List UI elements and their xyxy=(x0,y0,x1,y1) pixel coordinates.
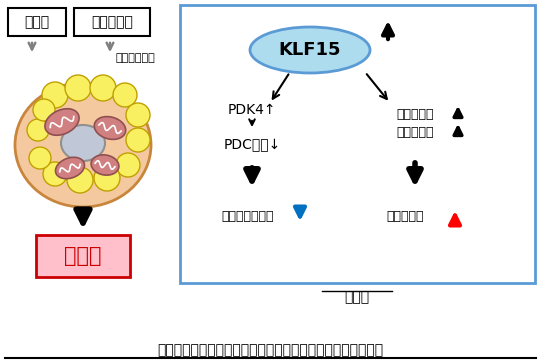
Circle shape xyxy=(90,75,116,101)
Circle shape xyxy=(67,167,93,193)
Text: 脂肪酸酸化: 脂肪酸酸化 xyxy=(396,109,434,122)
Text: PDK4↑: PDK4↑ xyxy=(228,103,276,117)
Text: KLF15: KLF15 xyxy=(279,41,341,59)
Circle shape xyxy=(65,75,91,101)
Ellipse shape xyxy=(15,83,151,207)
Circle shape xyxy=(94,165,120,191)
Circle shape xyxy=(27,119,49,141)
FancyBboxPatch shape xyxy=(180,5,535,283)
FancyBboxPatch shape xyxy=(36,235,130,277)
Text: 熱産生: 熱産生 xyxy=(64,246,102,266)
Ellipse shape xyxy=(91,155,119,175)
Text: PDC活性↓: PDC活性↓ xyxy=(223,138,281,152)
Text: 脂肪酸: 脂肪酸 xyxy=(24,15,50,29)
Text: 関連遺伝子: 関連遺伝子 xyxy=(396,126,434,139)
Circle shape xyxy=(42,82,68,108)
Circle shape xyxy=(29,147,51,169)
Ellipse shape xyxy=(56,157,84,179)
Text: グルコース利用: グルコース利用 xyxy=(222,209,274,223)
Text: 脂肪酸利用: 脂肪酸利用 xyxy=(386,209,424,223)
Circle shape xyxy=(113,83,137,107)
Circle shape xyxy=(126,103,150,127)
Ellipse shape xyxy=(94,117,126,139)
Text: 褐色脂肪細胞におけるエネルギー基質利用変換のメカニズム: 褐色脂肪細胞におけるエネルギー基質利用変換のメカニズム xyxy=(157,343,383,357)
Ellipse shape xyxy=(45,109,79,135)
Circle shape xyxy=(126,128,150,152)
Text: 絶食時: 絶食時 xyxy=(345,290,370,304)
Circle shape xyxy=(43,162,67,186)
Text: 褐色脂肪細胞: 褐色脂肪細胞 xyxy=(115,53,155,63)
FancyBboxPatch shape xyxy=(8,8,66,36)
Ellipse shape xyxy=(61,125,105,161)
Circle shape xyxy=(33,99,55,121)
Circle shape xyxy=(116,153,140,177)
Ellipse shape xyxy=(250,27,370,73)
FancyBboxPatch shape xyxy=(74,8,150,36)
Text: グルコース: グルコース xyxy=(91,15,133,29)
